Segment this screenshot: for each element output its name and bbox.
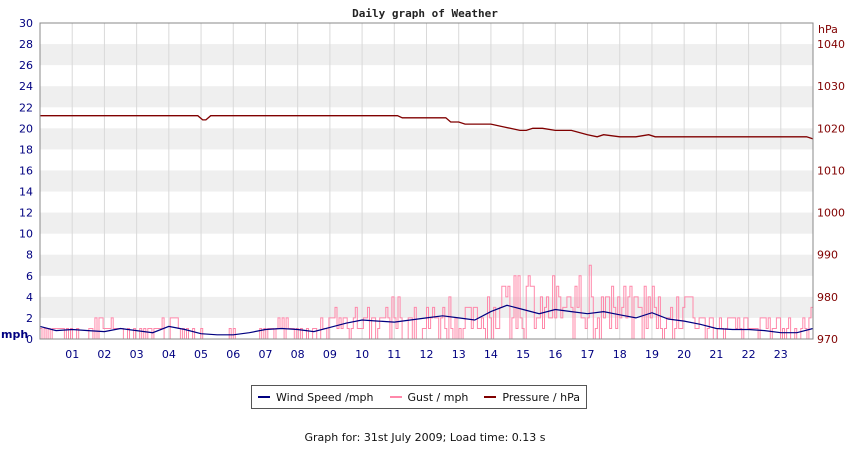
legend-label: Wind Speed /mph [276,390,374,404]
right-axis-label: hPa [818,23,838,36]
y-tick-right: 1010 [817,164,845,177]
x-tick: 11 [387,348,401,361]
y-tick-left: 24 [19,80,33,93]
x-tick: 18 [613,348,627,361]
wind-swatch [258,396,270,398]
x-tick: 03 [130,348,144,361]
left-axis-label: mph [1,328,28,341]
x-tick: 14 [484,348,498,361]
y-tick-right: 1040 [817,38,845,51]
y-tick-left: 20 [19,122,33,135]
x-tick: 10 [355,348,369,361]
x-tick: 07 [258,348,272,361]
footer-status: Graph for: 31st July 2009; Load time: 0.… [304,431,546,444]
legend-label: Gust / mph [407,390,469,404]
x-axis-ticks: 01 02 03 04 05 06 07 08 09 10 11 12 13 14 15 16 17 18 19 20… [65,348,788,361]
x-tick: 17 [581,348,595,361]
plot-frame [39,22,814,340]
y-tick-left: 28 [19,38,33,51]
y-tick-left: 2 [26,312,33,325]
y-tick-right: 980 [817,291,838,304]
x-tick: 16 [548,348,562,361]
y-tick-left: 30 [19,17,33,30]
legend-item-pressure: Pressure / hPa [484,391,580,404]
x-tick: 04 [162,348,176,361]
x-tick: 12 [420,348,434,361]
legend-item-gust: Gust / mph [389,390,469,404]
gust-swatch [389,396,402,398]
wind-speed-series-line [39,304,814,336]
legend: Wind Speed /mph Gust / mph Pressure / hP… [251,385,587,409]
y-tick-right: 1020 [817,122,845,135]
legend-label: Pressure / hPa [502,390,580,404]
chart-title: Daily graph of Weather [352,7,498,20]
y-tick-left: 0 [26,333,33,346]
y-tick-left: 26 [19,59,33,72]
y-tick-right: 990 [817,249,838,262]
x-tick: 13 [452,348,466,361]
y-tick-left: 10 [19,228,33,241]
x-tick: 22 [742,348,756,361]
y-tick-left: 22 [19,101,33,114]
x-tick: 05 [194,348,208,361]
x-tick: 21 [709,348,723,361]
x-tick: 08 [291,348,305,361]
gust-series-line [40,264,814,340]
pressure-series-line [40,115,814,140]
right-axis-ticks: 970 980 990 1000 1010 1020 1030 1040 [817,38,845,346]
y-tick-left: 6 [26,270,33,283]
series-layer [39,115,814,340]
x-tick: 20 [677,348,691,361]
x-tick: 01 [65,348,79,361]
y-tick-right: 1030 [817,80,845,93]
y-tick-left: 12 [19,207,33,220]
y-tick-right: 970 [817,333,838,346]
x-tick: 09 [323,348,337,361]
pressure-swatch [484,396,497,398]
x-tick: 19 [645,348,659,361]
y-tick-left: 16 [19,164,33,177]
y-tick-left: 14 [19,186,33,199]
y-tick-left: 4 [26,291,33,304]
y-tick-left: 8 [26,249,33,262]
x-tick: 15 [516,348,530,361]
y-tick-left: 18 [19,143,33,156]
x-tick: 23 [774,348,788,361]
legend-item-wind: Wind Speed /mph [258,391,374,404]
x-tick: 06 [226,348,240,361]
x-tick: 02 [97,348,111,361]
y-tick-right: 1000 [817,207,845,220]
